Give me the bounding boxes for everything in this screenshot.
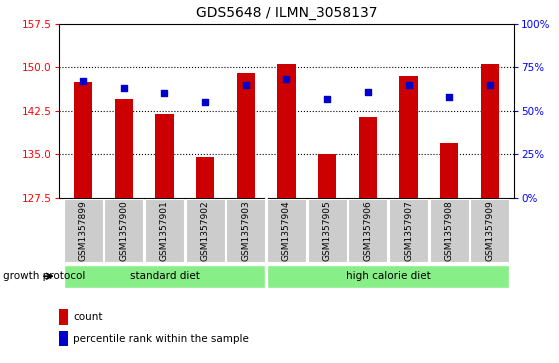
Text: GSM1357899: GSM1357899 [79, 200, 88, 261]
Text: GSM1357904: GSM1357904 [282, 200, 291, 261]
FancyBboxPatch shape [430, 199, 469, 262]
Point [323, 95, 331, 101]
Bar [236, 73, 255, 198]
Bar [277, 64, 296, 198]
FancyBboxPatch shape [470, 199, 509, 262]
Point [201, 99, 210, 105]
Bar [318, 154, 337, 198]
Text: GSM1357901: GSM1357901 [160, 200, 169, 261]
Text: GSM1357908: GSM1357908 [445, 200, 454, 261]
Bar [115, 99, 133, 198]
Text: GSM1357902: GSM1357902 [201, 200, 210, 261]
Point [79, 78, 88, 84]
Text: GSM1357905: GSM1357905 [323, 200, 331, 261]
FancyBboxPatch shape [64, 199, 103, 262]
FancyBboxPatch shape [64, 265, 266, 287]
Bar [481, 64, 499, 198]
Point [485, 82, 494, 87]
FancyBboxPatch shape [267, 199, 306, 262]
Text: GSM1357906: GSM1357906 [363, 200, 372, 261]
Text: GSM1357909: GSM1357909 [485, 200, 494, 261]
Bar [399, 76, 418, 198]
Text: standard diet: standard diet [130, 271, 200, 281]
Point [404, 82, 413, 87]
Point [241, 82, 250, 87]
Point [282, 77, 291, 82]
Point [363, 89, 372, 94]
Bar [196, 157, 214, 198]
FancyBboxPatch shape [226, 199, 266, 262]
Text: count: count [73, 312, 102, 322]
Point [160, 90, 169, 96]
Text: GSM1357903: GSM1357903 [241, 200, 250, 261]
Bar [359, 117, 377, 198]
Bar [155, 114, 174, 198]
Text: GSM1357900: GSM1357900 [119, 200, 128, 261]
FancyBboxPatch shape [186, 199, 225, 262]
Bar [74, 82, 92, 198]
Point [445, 94, 454, 100]
Bar [59, 309, 68, 325]
Text: GSM1357907: GSM1357907 [404, 200, 413, 261]
FancyBboxPatch shape [307, 199, 347, 262]
FancyBboxPatch shape [348, 199, 387, 262]
FancyBboxPatch shape [145, 199, 184, 262]
FancyBboxPatch shape [104, 199, 143, 262]
Bar [440, 143, 458, 198]
Text: percentile rank within the sample: percentile rank within the sample [73, 334, 249, 344]
Point [119, 85, 128, 91]
FancyBboxPatch shape [389, 199, 428, 262]
FancyBboxPatch shape [267, 265, 509, 287]
Title: GDS5648 / ILMN_3058137: GDS5648 / ILMN_3058137 [196, 6, 377, 20]
Bar [59, 331, 68, 346]
Text: growth protocol: growth protocol [3, 271, 85, 281]
Text: high calorie diet: high calorie diet [346, 271, 430, 281]
